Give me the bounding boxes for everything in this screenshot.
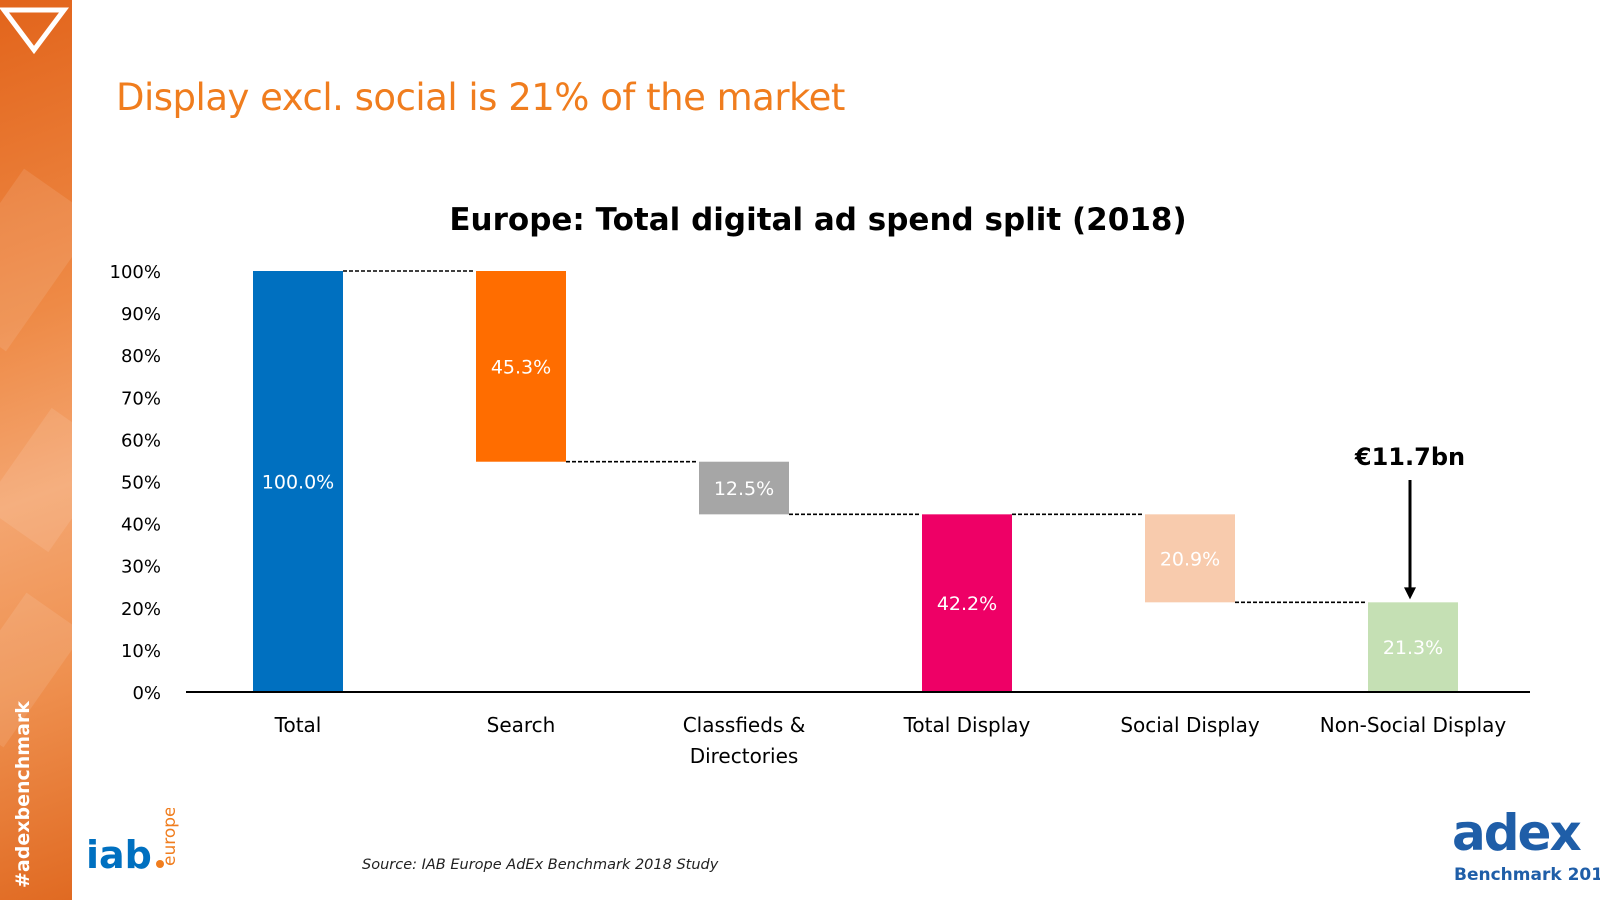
x-tick-label: Non-Social Display (1320, 713, 1507, 737)
x-tick-label: Social Display (1120, 713, 1260, 737)
x-tick-label: Total (274, 713, 322, 737)
bar (699, 461, 789, 515)
y-tick-label: 0% (132, 683, 161, 704)
adex-logo-text: adex (1452, 804, 1581, 862)
source-note: Source: IAB Europe AdEx Benchmark 2018 S… (362, 857, 719, 873)
slide-title: Display excl. social is 21% of the marke… (116, 76, 845, 119)
bar (253, 271, 343, 692)
bar (476, 271, 566, 462)
bars: 100.0% 45.3% 12.5% 42.2% 20.9% 21.3% (253, 271, 1458, 692)
orange-sidebar: #adexbenchmark (0, 0, 72, 900)
triangle-logo-icon (0, 7, 69, 55)
y-tick-label: 20% (121, 599, 161, 620)
bar-value-label: 45.3% (491, 356, 551, 378)
y-tick-label: 70% (121, 388, 161, 409)
bar-value-label: 20.9% (1160, 548, 1220, 570)
annotation: €11.7bn (1354, 443, 1465, 600)
x-tick-label: Search (487, 713, 556, 737)
iab-logo-subtext: europe (160, 808, 180, 866)
x-tick-label: Total Display (903, 713, 1031, 737)
adex-logo-subtext: Benchmark 2018 (1454, 865, 1600, 885)
bar (1368, 602, 1458, 692)
y-tick-label: 10% (121, 641, 161, 662)
iab-logo-text: iab (86, 833, 152, 877)
bar-value-label: 42.2% (937, 593, 997, 615)
y-tick-label: 40% (121, 515, 161, 536)
adex-benchmark-logo: adex Benchmark 2018 (1452, 804, 1600, 885)
x-axis-labels: Total Search Classfieds & Directories Total … (274, 713, 1507, 768)
y-axis: 0% 10% 20% 30% 40% 50% 60% 70% 80% 90% 100% (110, 262, 161, 704)
annotation-arrowhead (1404, 587, 1416, 600)
y-tick-label: 30% (121, 557, 161, 578)
bar-value-label: 21.3% (1383, 637, 1443, 659)
bar-value-label: 12.5% (714, 478, 774, 500)
y-tick-label: 60% (121, 430, 161, 451)
x-tick-label: Classfieds & (683, 713, 806, 737)
connector-lines (343, 270, 1367, 604)
y-tick-label: 90% (121, 304, 161, 325)
y-tick-label: 80% (121, 346, 161, 367)
iab-europe-logo: iab europe (86, 808, 180, 877)
chart-title: Europe: Total digital ad spend split (20… (449, 202, 1186, 238)
bar (1145, 514, 1235, 603)
y-tick-label: 100% (110, 262, 161, 283)
bar (922, 514, 1012, 692)
y-tick-label: 50% (121, 473, 161, 494)
bar-value-label: 100.0% (262, 472, 334, 494)
annotation-label: €11.7bn (1354, 443, 1465, 471)
x-tick-label: Directories (690, 744, 799, 768)
